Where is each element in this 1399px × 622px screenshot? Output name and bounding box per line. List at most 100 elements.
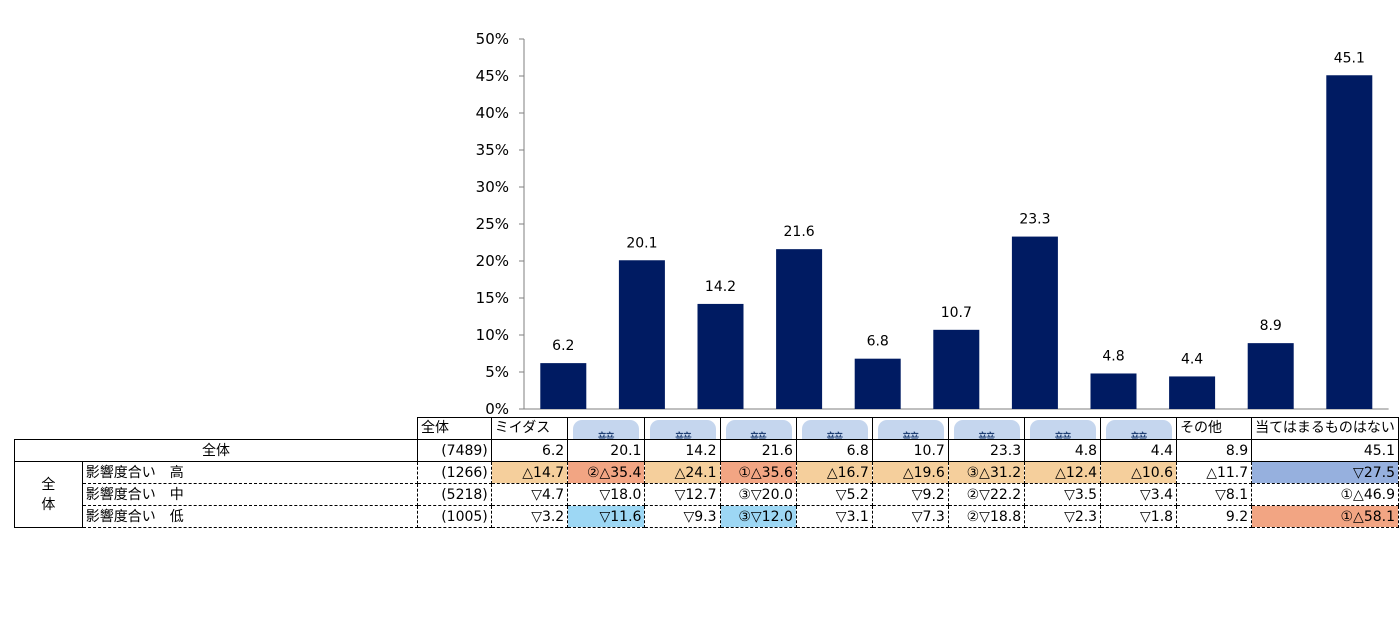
sample-size: (5218) (417, 483, 492, 506)
table-cell: △16.7 (795, 461, 873, 484)
table-cell: ▽12.7 (644, 483, 721, 506)
table-cell: ▽9.2 (871, 483, 949, 506)
column-header: 競合 (567, 417, 646, 440)
data-label: 14.2 (705, 279, 736, 295)
y-tick-label: 30% (476, 178, 509, 196)
data-label: 4.4 (1181, 351, 1203, 367)
bar (1169, 376, 1216, 409)
blank-cell (15, 418, 83, 440)
table-cell: ▽27.5 (1251, 461, 1399, 484)
masked-label-box: 競合 (801, 420, 868, 439)
sample-size: (1266) (417, 461, 492, 484)
table-cell: 4.4 (1100, 439, 1178, 462)
group-label-char: 体 (41, 496, 56, 513)
table-cell: ①△35.6 (719, 461, 797, 484)
masked-label-box: 競合 (877, 420, 944, 439)
table-cell: ▽3.5 (1024, 483, 1102, 506)
table-cell: ▽3.4 (1100, 483, 1178, 506)
table-cell: △24.1 (644, 461, 721, 484)
group-label-char: 全 (41, 476, 56, 493)
bar (618, 260, 665, 409)
y-tick-label: 15% (476, 289, 509, 307)
table-cell: △14.7 (490, 461, 569, 484)
bar (776, 249, 823, 409)
bar-series (540, 75, 1373, 409)
masked-label-box: 競合 (1030, 420, 1097, 439)
sample-size: (1005) (417, 505, 492, 528)
y-tick-label: 0% (485, 400, 509, 416)
table-cell: ▽1.8 (1100, 505, 1178, 528)
masked-label-box: 競合 (953, 420, 1020, 439)
column-header: ミイダス (490, 417, 569, 440)
column-header: その他 (1176, 417, 1253, 440)
bar (1326, 75, 1373, 409)
data-label: 45.1 (1334, 50, 1365, 66)
bar (854, 358, 901, 409)
y-tick-label: 20% (476, 252, 509, 270)
column-header: 競合 (719, 417, 797, 440)
data-label: 8.9 (1260, 318, 1282, 334)
table-cell: 6.8 (795, 439, 873, 462)
y-tick-label: 5% (485, 363, 509, 381)
table-cell: ▽18.0 (567, 483, 646, 506)
table-cell: △12.4 (1024, 461, 1102, 484)
table-cell: △10.6 (1100, 461, 1178, 484)
y-tick-label: 35% (476, 141, 509, 159)
masked-label-box: 競合 (573, 420, 640, 439)
table-cell: ▽5.2 (795, 483, 873, 506)
row-label: 影響度合い 低 (81, 505, 419, 528)
table-row: 影響度合い 中 (5218) ▽4.7 ▽18.0 ▽12.7 ③▽20.0 ▽5.2 ▽9.… (15, 483, 1399, 506)
table-cell: ②▽22.2 (947, 483, 1026, 506)
table-cell: 6.2 (490, 439, 569, 462)
column-header: 競合 (1100, 417, 1178, 440)
bar (1247, 343, 1294, 409)
y-tick-label: 45% (476, 67, 509, 85)
table-cell: ③△31.2 (947, 461, 1026, 484)
table-cell: ▽3.1 (795, 505, 873, 528)
column-header: 競合 (1024, 417, 1102, 440)
table-cell: ③▽20.0 (719, 483, 797, 506)
table-cell: ③▽12.0 (719, 505, 797, 528)
data-labels: 6.2 20.1 14.2 21.6 6.8 10.7 23.3 4.8 4.4 8.9 45.1 (552, 50, 1365, 367)
table-cell: ▽11.6 (567, 505, 646, 528)
table-cell: ▽9.3 (644, 505, 721, 528)
row-label: 影響度合い 中 (81, 483, 419, 506)
table-cell: 21.6 (719, 439, 797, 462)
table-cell: △11.7 (1176, 461, 1253, 484)
column-header: 競合 (644, 417, 721, 440)
table-cell: △19.6 (871, 461, 949, 484)
table-cell: 20.1 (567, 439, 646, 462)
table-cell: ▽7.3 (871, 505, 949, 528)
data-label: 6.2 (552, 338, 574, 354)
table-cell: ▽4.7 (490, 483, 569, 506)
total-row: 全体 (7489) 6.2 20.1 14.2 21.6 6.8 10.7 23.3 4.8 4.4… (13, 439, 1399, 462)
y-tick-label: 10% (476, 326, 509, 344)
table-cell: 8.9 (1176, 439, 1253, 462)
table-cell: 14.2 (644, 439, 721, 462)
sample-size: (7489) (417, 439, 492, 462)
data-label: 6.8 (867, 334, 889, 350)
data-label: 23.3 (1019, 212, 1050, 228)
table-cell: ②▽18.8 (947, 505, 1026, 528)
row-label: 全体 (13, 439, 419, 462)
masked-label-box: 競合 (650, 420, 717, 439)
data-label: 4.8 (1102, 348, 1124, 364)
table-cell: ①△58.1 (1251, 505, 1399, 528)
y-tick-label: 50% (476, 30, 509, 48)
row-label: 影響度合い 高 (81, 461, 419, 484)
table-cell: ▽2.3 (1024, 505, 1102, 528)
bar (1011, 236, 1058, 409)
data-label: 21.6 (784, 224, 815, 240)
table-cell: 45.1 (1251, 439, 1399, 462)
table-cell: ▽3.2 (490, 505, 569, 528)
table-row: 全体影響度合い 高 (1266) △14.7 ②△35.4 △24.1 ①△35.6 △16… (14, 461, 1399, 528)
blank-cell (82, 418, 417, 440)
table-cell: ▽8.1 (1176, 483, 1253, 506)
y-tick-label: 40% (476, 104, 509, 122)
column-header: 当てはまるものはない (1251, 417, 1399, 440)
y-axis: 0% 5% 10% 15% 20% 25% 30% 35% 40% 45% 50% (476, 30, 1389, 416)
table-cell: 4.8 (1024, 439, 1102, 462)
data-label: 20.1 (626, 235, 657, 251)
bar (540, 363, 587, 409)
table-cell: ①△46.9 (1251, 483, 1399, 506)
